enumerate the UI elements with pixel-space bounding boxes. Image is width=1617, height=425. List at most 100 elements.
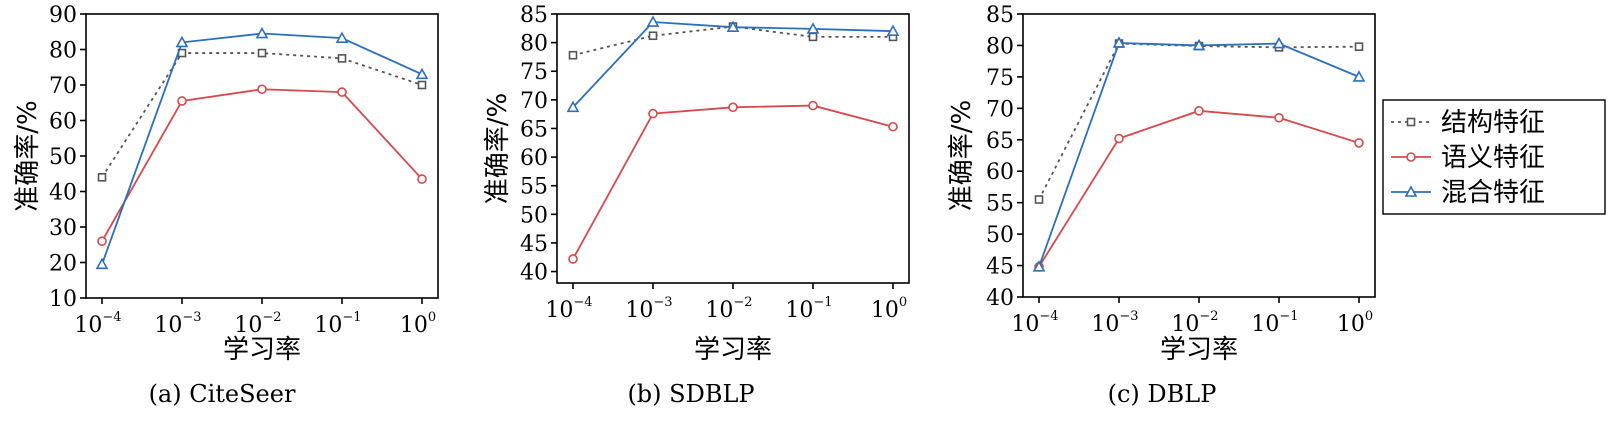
series-3 bbox=[1032, 36, 1366, 272]
y-tick-label: 90 bbox=[49, 3, 77, 28]
y-tick-label: 65 bbox=[986, 129, 1014, 154]
y-tick-label: 55 bbox=[520, 175, 548, 200]
y-tick-label: 45 bbox=[986, 255, 1014, 280]
panel-caption: (c) DBLP bbox=[1108, 380, 1217, 408]
y-tick-label: 60 bbox=[49, 110, 77, 135]
series-line bbox=[101, 32, 423, 265]
x-tick-label: 100 bbox=[1337, 309, 1373, 337]
x-tick-label: 10−3 bbox=[154, 310, 201, 338]
data-point bbox=[1032, 260, 1046, 272]
data-point bbox=[1354, 42, 1364, 52]
series-3 bbox=[566, 15, 900, 113]
x-tick-label: 10−2 bbox=[234, 310, 281, 338]
y-tick-label: 80 bbox=[986, 34, 1014, 59]
data-point bbox=[177, 96, 187, 106]
y-axis-label: 准确率/% bbox=[947, 100, 977, 211]
data-point bbox=[568, 254, 578, 264]
x-tick-label: 100 bbox=[871, 295, 907, 323]
series-3 bbox=[95, 26, 429, 270]
y-tick-label: 45 bbox=[520, 232, 548, 257]
y-tick-label: 50 bbox=[49, 145, 77, 170]
y-tick-label: 55 bbox=[986, 192, 1014, 217]
panel-caption: (b) SDBLP bbox=[627, 380, 754, 408]
data-point bbox=[335, 31, 349, 43]
x-tick-label: 10−3 bbox=[1091, 309, 1138, 337]
y-tick-label: 75 bbox=[986, 66, 1014, 91]
y-tick-label: 70 bbox=[986, 97, 1014, 122]
y-tick-label: 85 bbox=[520, 3, 548, 28]
x-axis-label: 学习率 bbox=[223, 335, 301, 365]
data-point bbox=[255, 26, 269, 39]
series-2 bbox=[568, 100, 898, 264]
y-tick-label: 30 bbox=[49, 216, 77, 241]
data-point bbox=[1272, 36, 1286, 49]
data-point bbox=[97, 236, 107, 246]
legend-label: 混合特征 bbox=[1441, 178, 1545, 208]
y-axis-label: 准确率/% bbox=[483, 93, 513, 204]
data-point bbox=[808, 32, 818, 42]
y-tick-label: 60 bbox=[520, 146, 548, 171]
data-point bbox=[726, 20, 740, 32]
y-tick-label: 85 bbox=[986, 3, 1014, 28]
data-point bbox=[566, 100, 580, 113]
x-tick-label: 10−1 bbox=[1251, 309, 1298, 337]
data-point bbox=[337, 54, 347, 63]
data-point bbox=[648, 108, 658, 119]
chart-panels: 10 20 30 40 50 60 70 80 90 10−4 10−3 10−2 10−1 100 准确率… bbox=[13, 3, 1376, 408]
x-tick-label: 10−4 bbox=[1011, 309, 1058, 337]
data-point bbox=[337, 87, 347, 97]
x-tick-label: 10−4 bbox=[74, 310, 121, 338]
y-tick-label: 70 bbox=[520, 89, 548, 114]
y-axis-label: 准确率/% bbox=[13, 100, 43, 211]
legend-label: 结构特征 bbox=[1441, 108, 1545, 138]
data-point bbox=[1352, 70, 1366, 82]
series-line bbox=[101, 88, 423, 242]
y-tick-label: 80 bbox=[520, 32, 548, 57]
data-point bbox=[417, 174, 427, 184]
series-line bbox=[572, 21, 894, 108]
legend-marker bbox=[1404, 185, 1418, 197]
data-point bbox=[1354, 138, 1364, 148]
data-point bbox=[808, 100, 818, 111]
x-tick-label: 10−4 bbox=[545, 295, 592, 323]
panel-caption: (a) CiteSeer bbox=[149, 380, 296, 408]
data-point bbox=[568, 50, 578, 60]
y-tick-label: 80 bbox=[49, 39, 77, 64]
legend-item: 结构特征 bbox=[1391, 108, 1545, 138]
data-point bbox=[888, 121, 898, 132]
y-tick-label: 40 bbox=[520, 261, 548, 286]
data-point bbox=[1112, 36, 1126, 48]
legend-item: 混合特征 bbox=[1391, 178, 1545, 208]
y-tick-label: 65 bbox=[520, 117, 548, 142]
data-point bbox=[95, 257, 109, 270]
y-tick-label: 20 bbox=[49, 252, 77, 277]
data-point bbox=[1192, 38, 1206, 51]
series-1 bbox=[97, 48, 427, 182]
data-point bbox=[175, 35, 189, 48]
series-line bbox=[1038, 42, 1360, 268]
data-point bbox=[417, 80, 427, 90]
x-tick-label: 10−2 bbox=[1171, 309, 1218, 337]
x-tick-label: 10−2 bbox=[705, 295, 752, 323]
plot-frame bbox=[556, 13, 910, 284]
y-tick-label: 70 bbox=[49, 74, 77, 99]
x-axis-label: 学习率 bbox=[694, 335, 772, 365]
data-point bbox=[1194, 106, 1204, 116]
x-tick-label: 10−1 bbox=[785, 295, 832, 323]
data-point bbox=[97, 173, 107, 182]
data-point bbox=[1274, 112, 1284, 123]
series-line bbox=[1038, 42, 1360, 200]
data-point bbox=[886, 24, 900, 36]
chart-panel-2: 40 45 50 55 60 65 70 75 80 85 10−4 10−3 10−2 10−1 100 准… bbox=[483, 3, 910, 408]
data-point bbox=[257, 48, 267, 58]
data-point bbox=[415, 67, 429, 80]
series-2 bbox=[97, 84, 427, 246]
y-tick-label: 60 bbox=[986, 160, 1014, 185]
data-point bbox=[728, 102, 738, 113]
legend-marker bbox=[1406, 152, 1416, 162]
series-1 bbox=[1034, 39, 1364, 204]
data-point bbox=[648, 31, 658, 41]
data-point bbox=[806, 22, 820, 34]
